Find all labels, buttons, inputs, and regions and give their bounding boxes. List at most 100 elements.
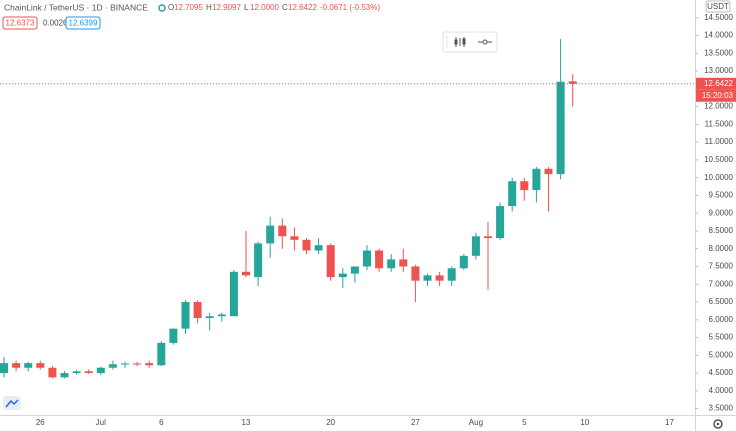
line-button[interactable] (478, 39, 492, 45)
ohlc-value: 12.6422 (288, 3, 317, 12)
x-tick-label: 5 (522, 418, 527, 427)
candle-body (532, 168, 541, 191)
candle-body (471, 236, 480, 256)
candle-body (181, 302, 190, 329)
candle-body (121, 363, 129, 365)
ohlc-key: C (282, 3, 288, 12)
y-tick-label: 14.5000 (704, 13, 733, 22)
ask-price: 12.6399 (69, 19, 98, 28)
y-tick-label: 10.5000 (704, 155, 733, 164)
bid-price: 12.6373 (6, 19, 35, 28)
y-tick-label: 7.0000 (709, 279, 734, 288)
candle-body (24, 363, 33, 368)
x-tick-label: 10 (580, 418, 589, 427)
candle-body (399, 259, 408, 267)
candle-body (12, 363, 21, 368)
x-tick-label: 6 (159, 418, 164, 427)
candle-body (229, 271, 238, 317)
candle-body (520, 181, 529, 191)
ohlc-key: O (168, 3, 174, 12)
last-price-tag (696, 77, 736, 90)
candle-body (145, 363, 154, 366)
candle-body (435, 275, 444, 281)
candle-body (254, 243, 263, 278)
last-price-label: 12.6422 (704, 79, 733, 88)
ohlc-key: L (244, 3, 249, 12)
y-tick-label: 5.0000 (709, 350, 734, 359)
y-tick-label: 13.0000 (704, 66, 733, 75)
change: -0.0671 (-0.53%) (320, 3, 380, 12)
candle-body (556, 81, 565, 175)
symbol-title: ChainLink / TetherUS · 1D · BINANCE (4, 2, 148, 12)
currency-box[interactable] (705, 0, 731, 13)
candle-body (314, 245, 323, 251)
ohlc-legend: O 12.7095 H 12.9097 L 12.0000 C 12.6422 -0.0671 … (168, 3, 380, 12)
floating-toolbar (442, 31, 498, 53)
x-tick-label: 13 (242, 418, 251, 427)
candle-body (387, 259, 396, 269)
candle-body (217, 314, 226, 317)
x-tick-label: 20 (326, 418, 335, 427)
y-tick-label: 13.5000 (704, 48, 733, 57)
bid-box[interactable] (2, 16, 38, 30)
candle-body (496, 206, 505, 239)
candle-body (326, 245, 335, 278)
candle-body (278, 225, 287, 237)
y-tick-label: 11.0000 (705, 137, 734, 146)
candle-body (193, 302, 202, 319)
candle-body (133, 363, 142, 365)
ask-box[interactable] (65, 16, 101, 30)
y-tick-label: 4.0000 (709, 386, 734, 395)
y-tick-label: 6.0000 (709, 315, 734, 324)
y-tick-label: 9.0000 (709, 208, 734, 217)
settings-button[interactable] (713, 419, 723, 429)
y-tick-label: 12.0000 (704, 102, 733, 111)
candle-body (338, 273, 347, 278)
x-tick-label: 26 (36, 418, 45, 427)
y-tick-label: 3.5000 (709, 404, 734, 413)
candle-body (302, 239, 311, 251)
y-tick-label: 8.0000 (709, 244, 734, 253)
candle-body (459, 255, 468, 269)
x-tick-label: 17 (665, 418, 674, 427)
y-tick-label: 4.5000 (709, 368, 734, 377)
ohlc-value: 12.9097 (212, 3, 241, 12)
candle-body (544, 168, 553, 175)
candle-body (84, 371, 93, 374)
candle-body (96, 367, 105, 374)
countdown-tag (696, 89, 736, 102)
ohlc-key: H (206, 3, 212, 12)
candle-body (36, 363, 45, 368)
y-tick-label: 11.5000 (705, 119, 734, 128)
y-tick-label: 14.0000 (704, 31, 733, 40)
candle-body (375, 250, 384, 269)
y-tick-label: 9.5000 (709, 191, 734, 200)
x-tick-label: 27 (411, 418, 420, 427)
candle-body (411, 266, 420, 281)
candle-body (108, 364, 117, 368)
x-tick-label: Jul (96, 418, 106, 427)
ohlc-value: 12.7095 (174, 3, 203, 12)
ohlc-value: 12.0000 (250, 3, 279, 12)
spread: 0.0026 (43, 19, 68, 28)
logo[interactable] (3, 396, 21, 410)
market-status[interactable] (158, 4, 166, 12)
candle-body (48, 367, 57, 378)
candle-body (72, 371, 81, 374)
candle-body (0, 363, 8, 374)
y-tick-label: 8.5000 (709, 226, 734, 235)
candle-body (290, 236, 299, 240)
candle-body (242, 271, 250, 276)
candle-body (60, 373, 69, 378)
x-tick-label: Aug (469, 418, 483, 427)
y-tick-label: 10.0000 (704, 173, 733, 182)
candles-button[interactable] (454, 37, 466, 47)
candle-body (484, 236, 492, 239)
countdown: 15:20:03 (702, 91, 734, 100)
candle-body (508, 181, 517, 207)
candle-body (205, 316, 214, 319)
y-tick-label: 6.5000 (709, 297, 734, 306)
candle-body (363, 250, 371, 267)
